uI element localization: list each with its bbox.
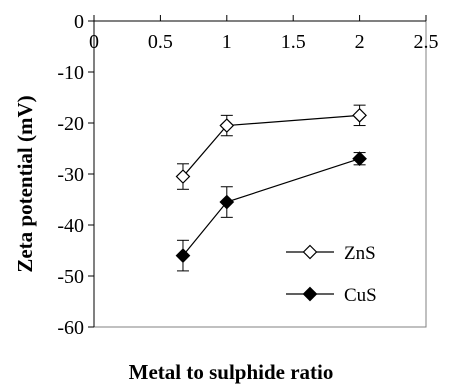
series-layer — [175, 104, 367, 272]
legend: ZnS CuS — [286, 243, 377, 306]
zns-point — [352, 108, 367, 123]
y-axis-ticks: 0 -10 -20 -30 -40 -50 -60 — [57, 11, 94, 339]
cus-point — [352, 151, 367, 167]
legend-item-zns: ZnS — [286, 243, 376, 264]
y-tick-label: -20 — [57, 113, 84, 135]
y-tick-label: -10 — [57, 62, 84, 84]
legend-item-cus: CuS — [286, 285, 377, 306]
zns-point — [175, 169, 191, 184]
x-tick-label: 2 — [355, 31, 365, 53]
x-tick-label: 0 — [89, 31, 99, 53]
y-tick-label: -60 — [57, 317, 84, 339]
cus-point — [175, 248, 191, 263]
x-tick-label: 2.5 — [414, 31, 439, 53]
series-cus — [175, 151, 367, 272]
x-tick-label: 1.5 — [281, 31, 306, 53]
legend-swatch-marker — [302, 244, 318, 260]
y-tick-label: 0 — [74, 11, 84, 33]
x-axis-ticks: 0 0.5 1 1.5 2 2.5 — [89, 15, 439, 53]
plot-area — [93, 20, 427, 328]
legend-label-cus: CuS — [344, 285, 377, 306]
y-tick-label: -30 — [57, 164, 84, 186]
cus-point — [219, 194, 235, 210]
x-axis-title: Metal to sulphide ratio — [129, 360, 334, 384]
series-zns — [175, 104, 367, 190]
x-tick-label: 0.5 — [148, 31, 173, 53]
legend-label-zns: ZnS — [344, 243, 376, 264]
y-axis-title: Zeta potential (mV) — [13, 95, 37, 272]
y-tick-label: -50 — [57, 266, 84, 288]
x-tick-label: 1 — [222, 31, 232, 53]
zns-point — [219, 118, 235, 133]
legend-swatch-marker — [302, 286, 318, 302]
cus-line — [182, 158, 360, 256]
plot-border — [93, 20, 427, 328]
y-tick-label: -40 — [57, 215, 84, 237]
